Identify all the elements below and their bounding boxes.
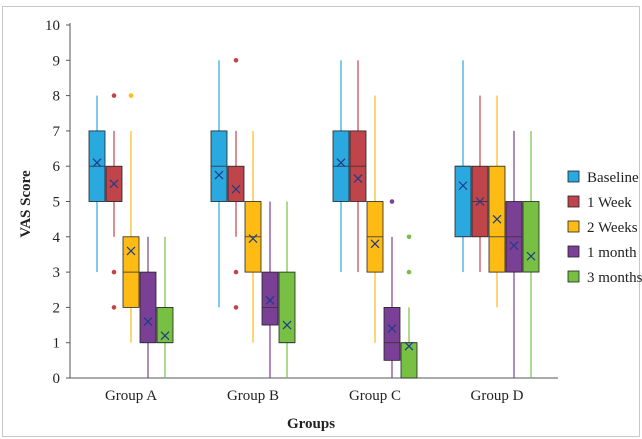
mean-marker	[143, 317, 153, 326]
box-body	[139, 271, 157, 344]
y-tick-label: 3	[53, 265, 61, 281]
outlier-point	[111, 93, 117, 98]
box-3-months-4	[522, 130, 540, 378]
box-3-months-1	[156, 236, 174, 378]
box-body	[383, 306, 401, 361]
mean-marker	[160, 331, 170, 341]
boxes	[88, 58, 540, 379]
mean-marker	[265, 295, 275, 305]
legend-item-3-months: 3 months	[567, 270, 642, 286]
mean-marker	[248, 234, 258, 243]
legend: Baseline 1 Week 2 Weeks 1 month 3 months	[567, 170, 642, 286]
box-1-week-2	[227, 58, 245, 310]
x-tick-label: Group A	[105, 388, 157, 404]
box-2-weeks-4	[488, 95, 506, 308]
box-1-month-3	[383, 199, 401, 378]
x-tick-label: Group B	[227, 388, 279, 404]
mean-marker	[458, 181, 468, 191]
box-body	[454, 165, 472, 238]
outlier-point	[233, 305, 239, 310]
chart-frame	[2, 6, 640, 437]
y-tick-label: 2	[53, 300, 61, 316]
box-2-weeks-3	[366, 95, 384, 343]
x-axis-title: Groups	[287, 416, 335, 432]
mean-marker	[475, 197, 485, 206]
box-body	[227, 165, 245, 202]
box-baseline-3	[332, 60, 350, 273]
y-tick-label: 7	[53, 124, 61, 140]
mean-marker	[492, 214, 502, 224]
outlier-point	[389, 199, 395, 204]
legend-item-1-week: 1 Week	[567, 195, 632, 211]
mean-marker	[370, 239, 380, 249]
mean-marker	[214, 170, 224, 180]
legend-item-2-weeks: 2 Weeks	[567, 220, 638, 236]
box-baseline-1	[88, 95, 106, 273]
x-tick-label: Group D	[471, 388, 524, 404]
mean-marker	[92, 158, 102, 168]
y-axis-title: VAS Score	[18, 170, 34, 238]
mean-marker	[126, 246, 136, 256]
outlier-point	[128, 93, 134, 98]
box-body	[278, 271, 296, 344]
legend-label: 2 Weeks	[587, 220, 638, 236]
outlier-point	[233, 58, 239, 63]
outlier-point	[111, 269, 117, 275]
box-body	[156, 306, 174, 344]
legend-item-baseline: Baseline	[567, 170, 639, 186]
legend-label: Baseline	[587, 170, 639, 186]
outlier-point	[406, 234, 412, 240]
y-tick-label: 10	[45, 18, 60, 34]
outlier-point	[111, 305, 117, 310]
y-tick-label: 9	[53, 53, 61, 69]
box-1-week-1	[105, 93, 123, 310]
box-3-months-3	[400, 234, 418, 379]
y-tick-label: 1	[53, 336, 61, 352]
mean-marker	[282, 320, 292, 330]
x-tick-label: Group C	[349, 388, 401, 404]
outlier-point	[233, 269, 239, 275]
box-1-month-1	[139, 236, 157, 378]
mean-marker	[353, 174, 363, 183]
y-tick-label: 4	[53, 230, 61, 246]
mean-marker	[387, 324, 397, 334]
axes: 0 1 2 3 4 5 6 7 8 9 10 Group A Group B Group C Group D	[45, 18, 558, 404]
legend-swatch	[567, 245, 580, 258]
mean-marker	[336, 158, 346, 168]
mean-marker	[404, 341, 414, 351]
mean-marker	[109, 179, 119, 189]
box-baseline-2	[210, 60, 228, 308]
box-3-months-2	[278, 201, 296, 378]
box-body	[261, 271, 279, 326]
legend-label: 1 Week	[587, 195, 632, 211]
y-tick-label: 0	[53, 371, 61, 387]
legend-swatch	[567, 170, 580, 183]
outlier-point	[406, 269, 412, 275]
box-body	[522, 201, 540, 273]
y-tick-label: 6	[53, 159, 61, 175]
mean-marker	[231, 184, 241, 194]
y-tick-label: 5	[53, 195, 61, 211]
mean-marker	[509, 241, 519, 251]
box-body	[400, 342, 418, 379]
box-1-week-4	[471, 95, 489, 273]
box-1-week-3	[349, 60, 367, 273]
mean-marker	[526, 251, 536, 261]
box-2-weeks-1	[122, 93, 140, 343]
legend-label: 1 month	[587, 245, 637, 261]
legend-item-1-month: 1 month	[567, 245, 637, 261]
legend-label: 3 months	[587, 270, 642, 286]
legend-swatch	[567, 195, 580, 208]
box-1-month-4	[505, 130, 523, 378]
legend-swatch	[567, 220, 580, 233]
box-baseline-4	[454, 60, 472, 273]
box-1-month-2	[261, 201, 279, 378]
y-tick-label: 8	[53, 89, 61, 105]
legend-swatch	[567, 270, 580, 283]
box-2-weeks-2	[244, 130, 262, 343]
